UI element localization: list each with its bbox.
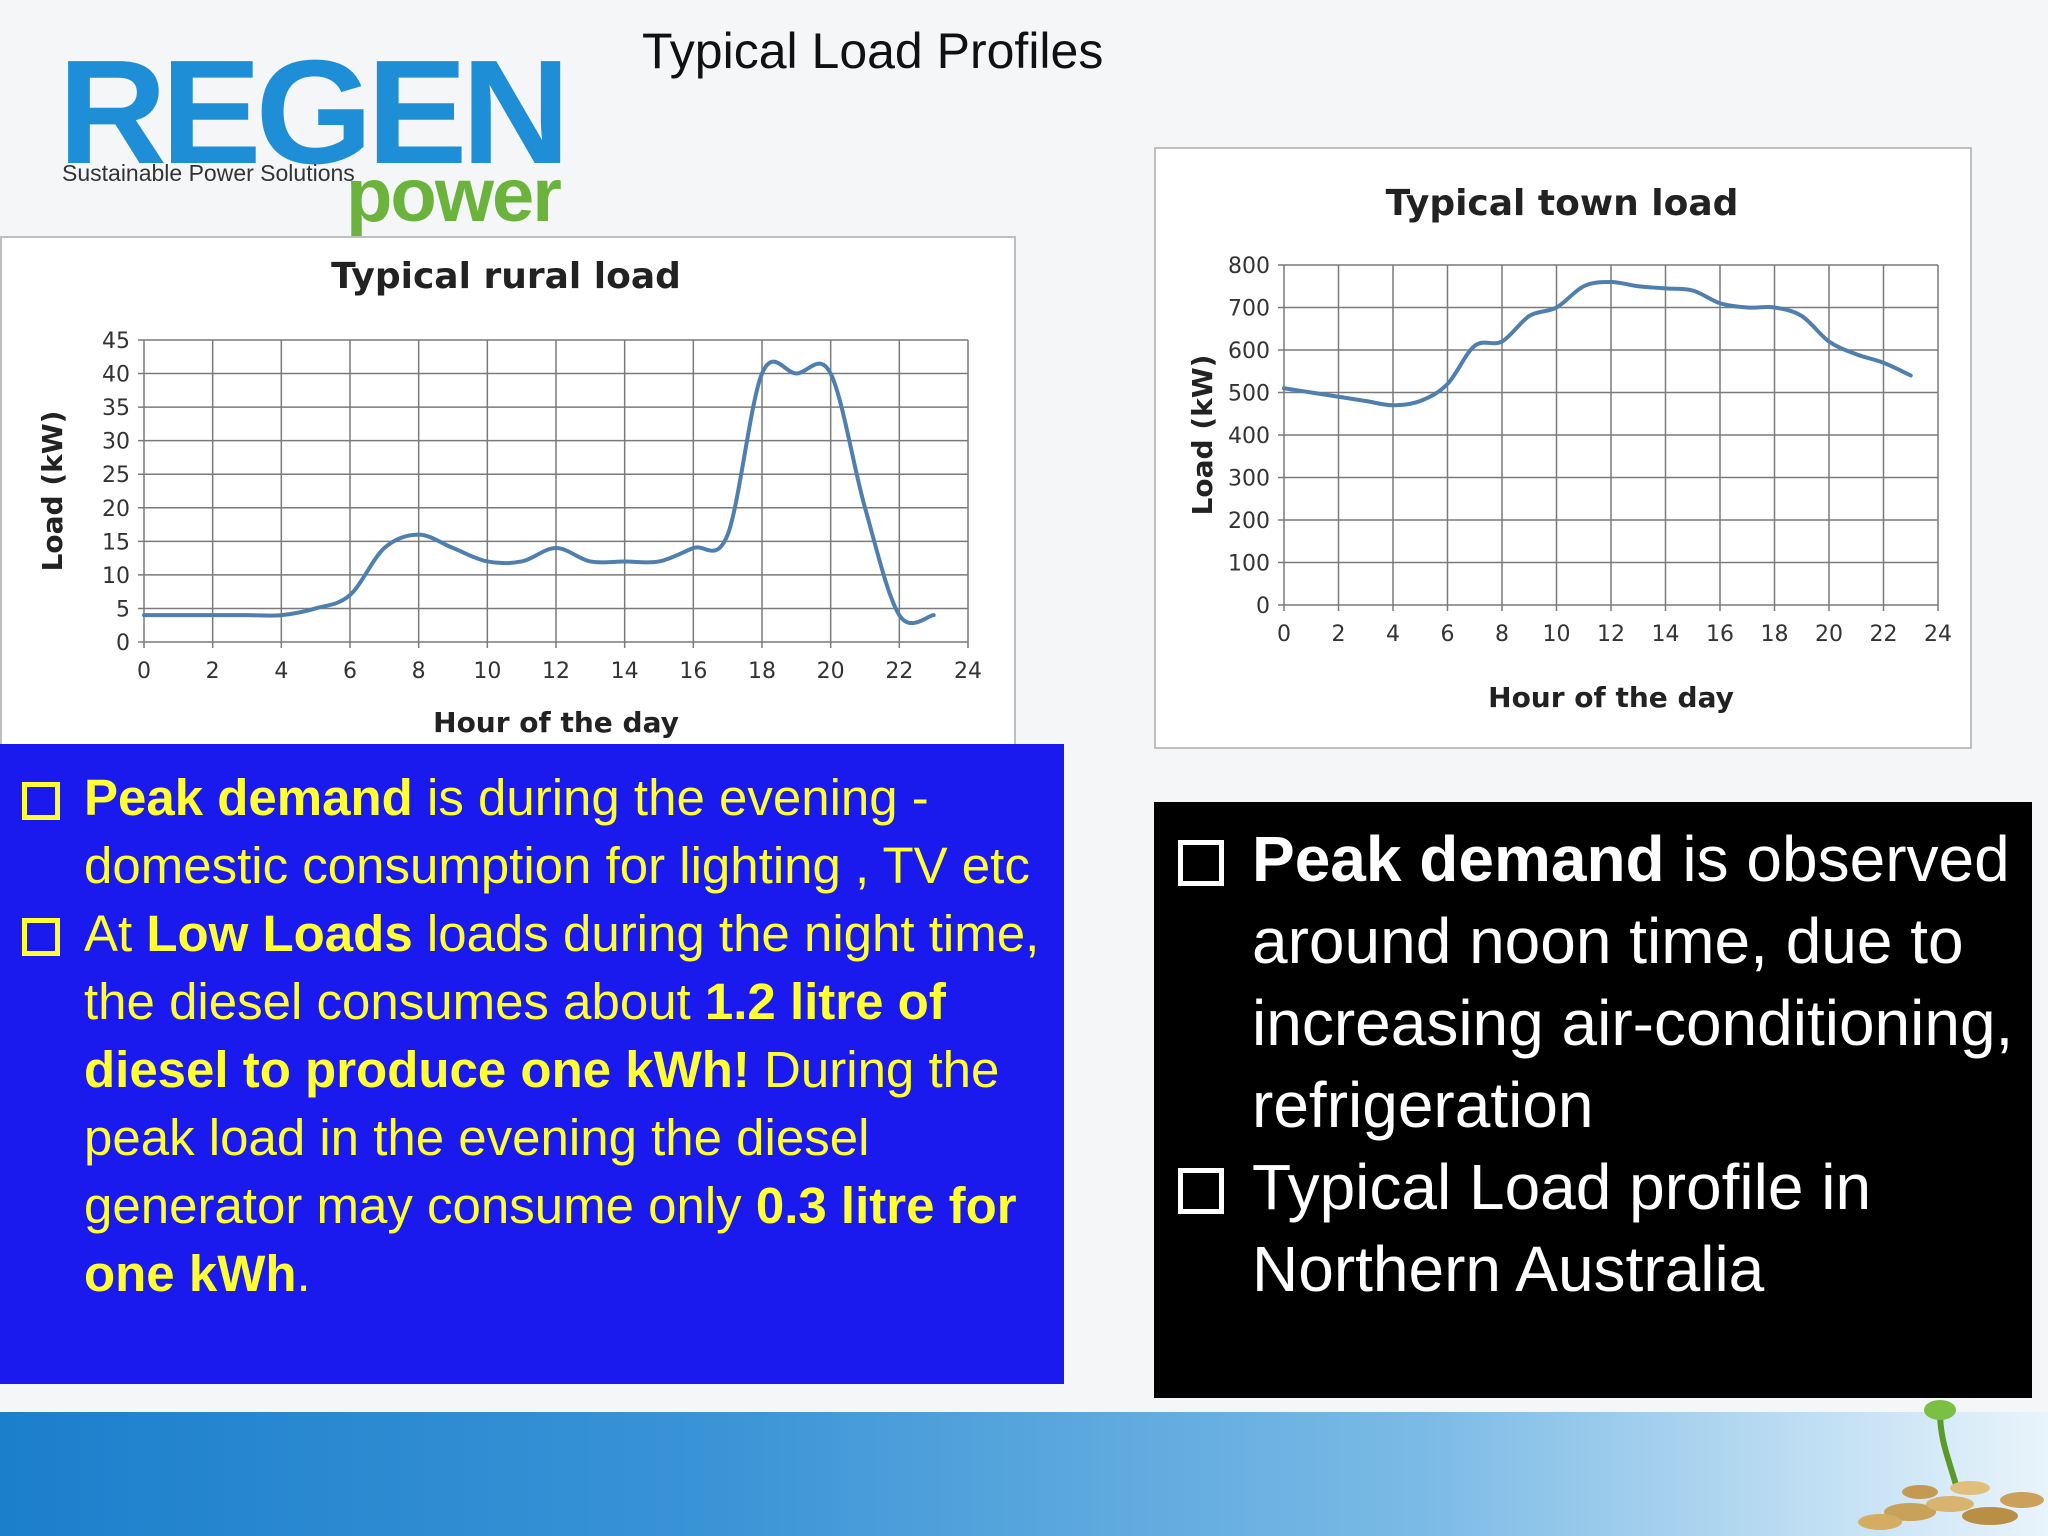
checkbox-bullet-icon xyxy=(22,918,60,956)
chart-title: Typical rural load xyxy=(331,256,681,297)
y-tick-label: 35 xyxy=(102,396,130,421)
x-tick-label: 16 xyxy=(1706,622,1734,647)
y-tick-label: 40 xyxy=(102,363,130,388)
coins-plant-image xyxy=(1858,1400,2044,1530)
x-tick-label: 8 xyxy=(412,659,426,684)
x-tick-label: 20 xyxy=(817,659,845,684)
x-tick-label: 18 xyxy=(748,659,776,684)
x-tick-label: 22 xyxy=(1870,622,1898,647)
y-tick-label: 400 xyxy=(1228,424,1270,449)
x-tick-label: 18 xyxy=(1761,622,1789,647)
logo-sub-text: power xyxy=(346,153,562,238)
bullet-text: is observed around noon time, due to inc… xyxy=(1252,823,2014,1141)
bullet-text: . xyxy=(296,1245,311,1302)
y-tick-label: 0 xyxy=(1256,594,1270,619)
bullet-emphasis-text: 0.3 litre for one kWh xyxy=(84,1177,1017,1302)
y-tick-label: 5 xyxy=(116,597,130,622)
x-axis-label: Hour of the day xyxy=(1488,681,1734,714)
x-tick-label: 24 xyxy=(954,659,982,684)
town-notes-panel: Peak demand is observed around noon time… xyxy=(1154,802,2032,1398)
y-tick-label: 25 xyxy=(102,463,130,488)
bullet-emphasis-text: 1.2 litre of diesel to produce one kWh! xyxy=(84,973,946,1098)
y-tick-label: 30 xyxy=(102,430,130,455)
bullet-text: is during the evening - domestic consump… xyxy=(84,769,1030,894)
x-tick-label: 6 xyxy=(343,659,357,684)
x-tick-label: 12 xyxy=(1597,622,1625,647)
bullet-text: At xyxy=(84,905,147,962)
bullet-emphasis-text: Peak demand xyxy=(1252,823,1665,895)
x-tick-label: 8 xyxy=(1495,622,1509,647)
checkbox-bullet-icon xyxy=(1178,1168,1224,1214)
bullet-text: During the peak load in the evening the … xyxy=(84,1041,1000,1234)
series-line xyxy=(142,359,936,626)
rural-notes-panel: Peak demand is during the evening - dome… xyxy=(0,744,1064,1384)
town-load-chart: Typical town load 0 2 4 6 8 10 12 14 16 18 20 22 24 0 1… xyxy=(1154,147,1972,749)
y-axis-label: Load (kW) xyxy=(1186,355,1219,516)
y-tick-label: 700 xyxy=(1228,297,1270,322)
x-tick-label: 2 xyxy=(1332,622,1346,647)
x-tick-label: 4 xyxy=(274,659,288,684)
x-tick-label: 0 xyxy=(137,659,151,684)
y-tick-label: 10 xyxy=(102,564,130,589)
bullet-text: loads during the night time, the diesel … xyxy=(84,905,1040,1030)
chart-title: Typical town load xyxy=(1386,183,1739,224)
checkbox-bullet-icon xyxy=(1178,840,1224,886)
bullet-text: Typical Load profile in Northern Austral… xyxy=(1252,1151,1872,1305)
x-tick-label: 10 xyxy=(473,659,501,684)
logo-brand-text: REGEN xyxy=(58,30,570,195)
slide-title: Typical Load Profiles xyxy=(642,23,1104,79)
checkbox-bullet-icon xyxy=(22,782,60,820)
regen-power-logo: REGEN Sustainable Power Solutions power xyxy=(58,30,618,239)
x-tick-label: 10 xyxy=(1543,622,1571,647)
rural-load-chart: Typical rural load 0 2 4 6 8 10 12 14 16 18 20 22 24 0… xyxy=(0,236,1016,750)
x-tick-label: 4 xyxy=(1386,622,1400,647)
logo-tagline: Sustainable Power Solutions xyxy=(62,160,355,186)
y-tick-label: 600 xyxy=(1228,339,1270,364)
bullet-item: Peak demand is observed around noon time… xyxy=(1178,818,2022,1146)
x-tick-label: 16 xyxy=(679,659,707,684)
bullet-item: Typical Load profile in Northern Austral… xyxy=(1178,1146,2022,1310)
x-axis-label: Hour of the day xyxy=(433,706,679,739)
bullet-emphasis-text: Peak demand xyxy=(84,769,413,826)
y-tick-label: 300 xyxy=(1228,467,1270,492)
x-tick-label: 0 xyxy=(1277,622,1291,647)
bullet-item: At Low Loads loads during the night time… xyxy=(22,900,1054,1308)
x-tick-label: 20 xyxy=(1815,622,1843,647)
y-tick-label: 0 xyxy=(116,631,130,656)
bullet-item: Peak demand is during the evening - dome… xyxy=(22,764,1054,900)
series-line xyxy=(1282,280,1913,408)
x-tick-label: 14 xyxy=(611,659,639,684)
bullet-emphasis-text: Low Loads xyxy=(146,905,413,962)
footer-gradient-bar xyxy=(0,1412,2048,1536)
y-tick-label: 15 xyxy=(102,530,130,555)
x-tick-label: 2 xyxy=(206,659,220,684)
y-tick-label: 500 xyxy=(1228,382,1270,407)
x-tick-label: 22 xyxy=(885,659,913,684)
y-tick-label: 200 xyxy=(1228,509,1270,534)
y-axis-label: Load (kW) xyxy=(36,411,69,572)
y-tick-label: 100 xyxy=(1228,552,1270,577)
x-tick-label: 24 xyxy=(1924,622,1952,647)
y-tick-label: 20 xyxy=(102,497,130,522)
y-tick-label: 45 xyxy=(102,329,130,354)
y-tick-label: 800 xyxy=(1228,254,1270,279)
x-tick-label: 12 xyxy=(542,659,570,684)
x-tick-label: 14 xyxy=(1652,622,1680,647)
x-tick-label: 6 xyxy=(1441,622,1455,647)
